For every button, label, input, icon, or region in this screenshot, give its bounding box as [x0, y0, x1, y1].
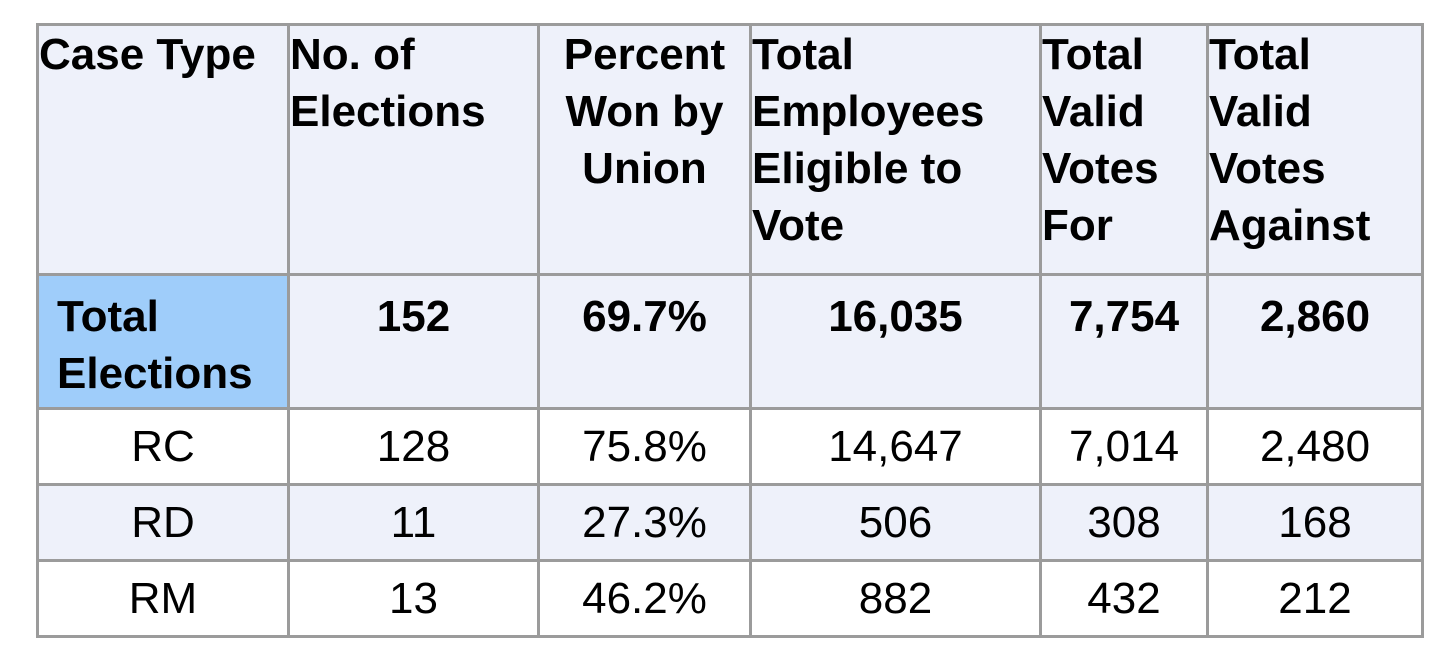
- case-type-cell: RD: [36, 483, 290, 562]
- no-of-elections-cell: 13: [287, 559, 540, 638]
- total-votes-against: 2,860: [1206, 273, 1424, 410]
- total-votes-for: 7,754: [1039, 273, 1209, 410]
- employees-eligible-cell: 14,647: [749, 407, 1042, 486]
- percent-won-cell: 46.2%: [537, 559, 752, 638]
- employees-eligible-cell: 506: [749, 483, 1042, 562]
- percent-won-cell: 75.8%: [537, 407, 752, 486]
- total-employees-eligible: 16,035: [749, 273, 1042, 410]
- header-case-type: Case Type: [36, 23, 290, 276]
- header-valid-votes-against: Total Valid Votes Against: [1206, 23, 1424, 276]
- votes-against-cell: 212: [1206, 559, 1424, 638]
- case-type-cell: RC: [36, 407, 290, 486]
- elections-table: Case Type No. of Elections Percent Won b…: [36, 23, 1424, 638]
- no-of-elections-cell: 11: [287, 483, 540, 562]
- header-no-of-elections: No. of Elections: [287, 23, 540, 276]
- votes-against-cell: 2,480: [1206, 407, 1424, 486]
- votes-for-cell: 432: [1039, 559, 1209, 638]
- percent-won-cell: 27.3%: [537, 483, 752, 562]
- header-valid-votes-for: Total Valid Votes For: [1039, 23, 1209, 276]
- total-no-of-elections: 152: [287, 273, 540, 410]
- votes-for-cell: 308: [1039, 483, 1209, 562]
- header-total-employees: Total Employees Eligible to Vote: [749, 23, 1042, 276]
- employees-eligible-cell: 882: [749, 559, 1042, 638]
- total-row: Total Elections 152 69.7% 16,035 7,754 2…: [36, 273, 1424, 410]
- table-row: RD 11 27.3% 506 308 168: [36, 483, 1424, 562]
- header-percent-won: Percent Won by Union: [537, 23, 752, 276]
- votes-for-cell: 7,014: [1039, 407, 1209, 486]
- table-row: RM 13 46.2% 882 432 212: [36, 559, 1424, 638]
- table-header-row: Case Type No. of Elections Percent Won b…: [36, 23, 1424, 276]
- total-elections-label: Total Elections: [36, 273, 290, 410]
- votes-against-cell: 168: [1206, 483, 1424, 562]
- total-percent-won: 69.7%: [537, 273, 752, 410]
- no-of-elections-cell: 128: [287, 407, 540, 486]
- table-row: RC 128 75.8% 14,647 7,014 2,480: [36, 407, 1424, 486]
- case-type-cell: RM: [36, 559, 290, 638]
